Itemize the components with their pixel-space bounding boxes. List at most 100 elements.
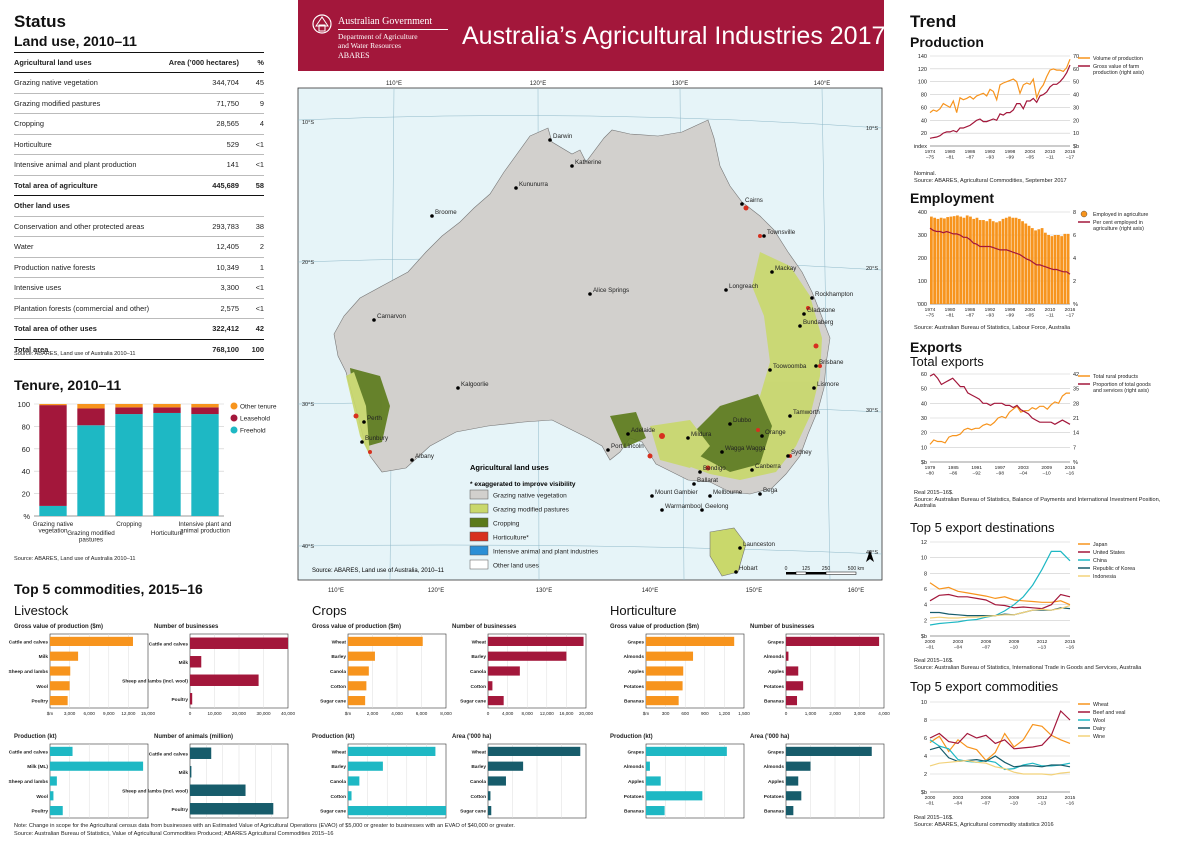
legend-label: China [1093,558,1107,564]
commodity-label: Canola [330,669,346,675]
trend-ytick-left: 400 [918,210,927,216]
map-legend-label: Grazing modified pastures [493,507,570,514]
page-title: Australia’s Agricultural Industries 2017 [462,22,886,50]
landuse-area: 445,689 [154,175,239,196]
employment-bar [969,216,972,304]
map-lon-label-bottom: 110°E [328,588,344,594]
trend-ytick-right: % [1073,460,1078,466]
trend-ytick-left: 140 [918,54,927,60]
government-crest-icon [310,12,334,36]
commodity-label: Apples [768,779,784,785]
production-source: Source: ABARES, Agricultural Commodities… [914,178,1067,184]
map-lat-labels: 10°S 10°S 20°S 20°S 30°S 30°S 40°S 40°S [302,120,878,556]
town-dot [762,234,766,238]
exports-title: Exports [910,339,963,355]
commodity-label: Barley [471,654,486,660]
employment-bar [1063,233,1067,304]
landuse-row: Intensive uses 3,300 <1 [14,277,264,299]
commodity-label: Barley [331,654,346,660]
trend-xtick: 2015 –16 [1065,465,1076,477]
trend-xtick: 1974 –75 [925,149,936,161]
town-dot [362,420,366,424]
employment-bar [1043,232,1047,304]
commodity-label: Almonds [763,764,784,770]
tenure-bar-leasehold [115,407,143,415]
trend-heading: Trend [910,12,957,31]
production-chart: index 20 40 60 80 100 120 140 $b 10 20 30 40 50 60 70 19… [914,54,1144,161]
town-label: Rockhampton [815,291,854,298]
trend-xtick: 1979 –80 [925,465,936,477]
commodity-label: Cotton [471,684,487,690]
trend-ytick-right: 35 [1073,387,1079,393]
town-dot [802,312,806,316]
commodity-bar [190,656,202,668]
commodity-bar [786,746,872,756]
commodity-bar [646,791,703,801]
landuse-pct: 58 [239,175,264,196]
landuse-pct: <1 [239,134,264,155]
trend-xtick: 2006 –07 [981,639,992,651]
commodity-label: Wheat [472,749,487,755]
map-legend-swatch [469,503,489,514]
trend-ytick-left: ’000 [917,302,927,308]
trend-series-line [929,746,1071,768]
landuse-pct: 4 [239,113,264,135]
landuse-table: Agricultural land uses Area (’000 hectar… [14,53,264,360]
commodity-label: Almonds [763,654,784,660]
tenure-ytick: 40 [22,467,30,476]
trend-xtick: 2004 –05 [1025,307,1036,319]
trend-ytick-left: 6 [924,736,927,742]
town-label: Ballarat [697,477,718,484]
trend-ytick-right: $b [1073,144,1079,150]
commodity-label: Wool [36,684,48,690]
destinations-title: Top 5 export destinations [910,520,1055,535]
trend-ytick-left: 20 [921,431,927,437]
tenure-category-label: Intensive plant and animal production [179,521,232,535]
commodity-bar [50,761,144,771]
trend-ytick-left: 300 [918,233,927,239]
landuse-table-wrap: Agricultural land uses Area (’000 hectar… [14,52,264,360]
trend-ytick-right: 50 [1073,80,1079,86]
commodity-label: Poultry [31,699,48,705]
trend-ytick-left: index [914,144,927,150]
town-dot [814,364,818,368]
legend-label: Volume of production [1093,56,1143,62]
town-label: Darwin [553,133,573,140]
commodity-bar [646,776,661,786]
town-dot [734,570,738,574]
map-lon-label: 110°E [386,81,402,87]
employment-bar [1011,217,1015,304]
landuse-pct: 42 [239,318,264,340]
employment-bar [991,221,995,304]
landuse-pct [239,195,264,217]
panel-tick: $m [345,711,352,716]
legend-label: Employed in agriculture [1093,212,1148,218]
commodity-bar [348,806,446,816]
landuse-area: 2,575 [154,298,239,319]
trend-ytick-left: 200 [918,256,927,262]
town-dot [430,214,434,218]
legend-label: Indonesia [1093,574,1116,580]
town-dot [728,422,732,426]
trend-xtick: 2012 –13 [1037,795,1048,807]
tenure-bar-freehold [153,412,181,516]
panel-title: Gross value of production ($m) [14,624,103,630]
panel-tick: 3,000 [854,711,866,716]
employment-chart: ’000 100 200 300 400% 2 4 6 8 1974 –75 1980 –81 1986–… [917,210,1149,319]
panel-tick: 4,000 [502,711,514,716]
employment-bar [1014,217,1018,304]
tenure-source: Source: ABARES, Land use of Australia 20… [14,556,136,562]
map-lon-label-bottom: 120°E [428,588,444,594]
trend-ytick-left: 40 [921,401,927,407]
commodity-label: Almonds [623,764,644,770]
top5-source: Source: Australian Bureau of Statistics,… [14,831,334,837]
trend-ytick-right: 4 [1073,256,1076,262]
commodity-bar [646,696,679,706]
landuse-area: 529 [154,134,239,155]
employment-title: Employment [910,190,995,206]
trend-series-line [929,373,1071,425]
trend-xtick: 1980 –81 [945,149,956,161]
map-legend-label: Horticulture* [493,535,529,542]
panel-tick: 20,000 [232,711,246,716]
legend-label: Total rural products [1093,374,1138,380]
